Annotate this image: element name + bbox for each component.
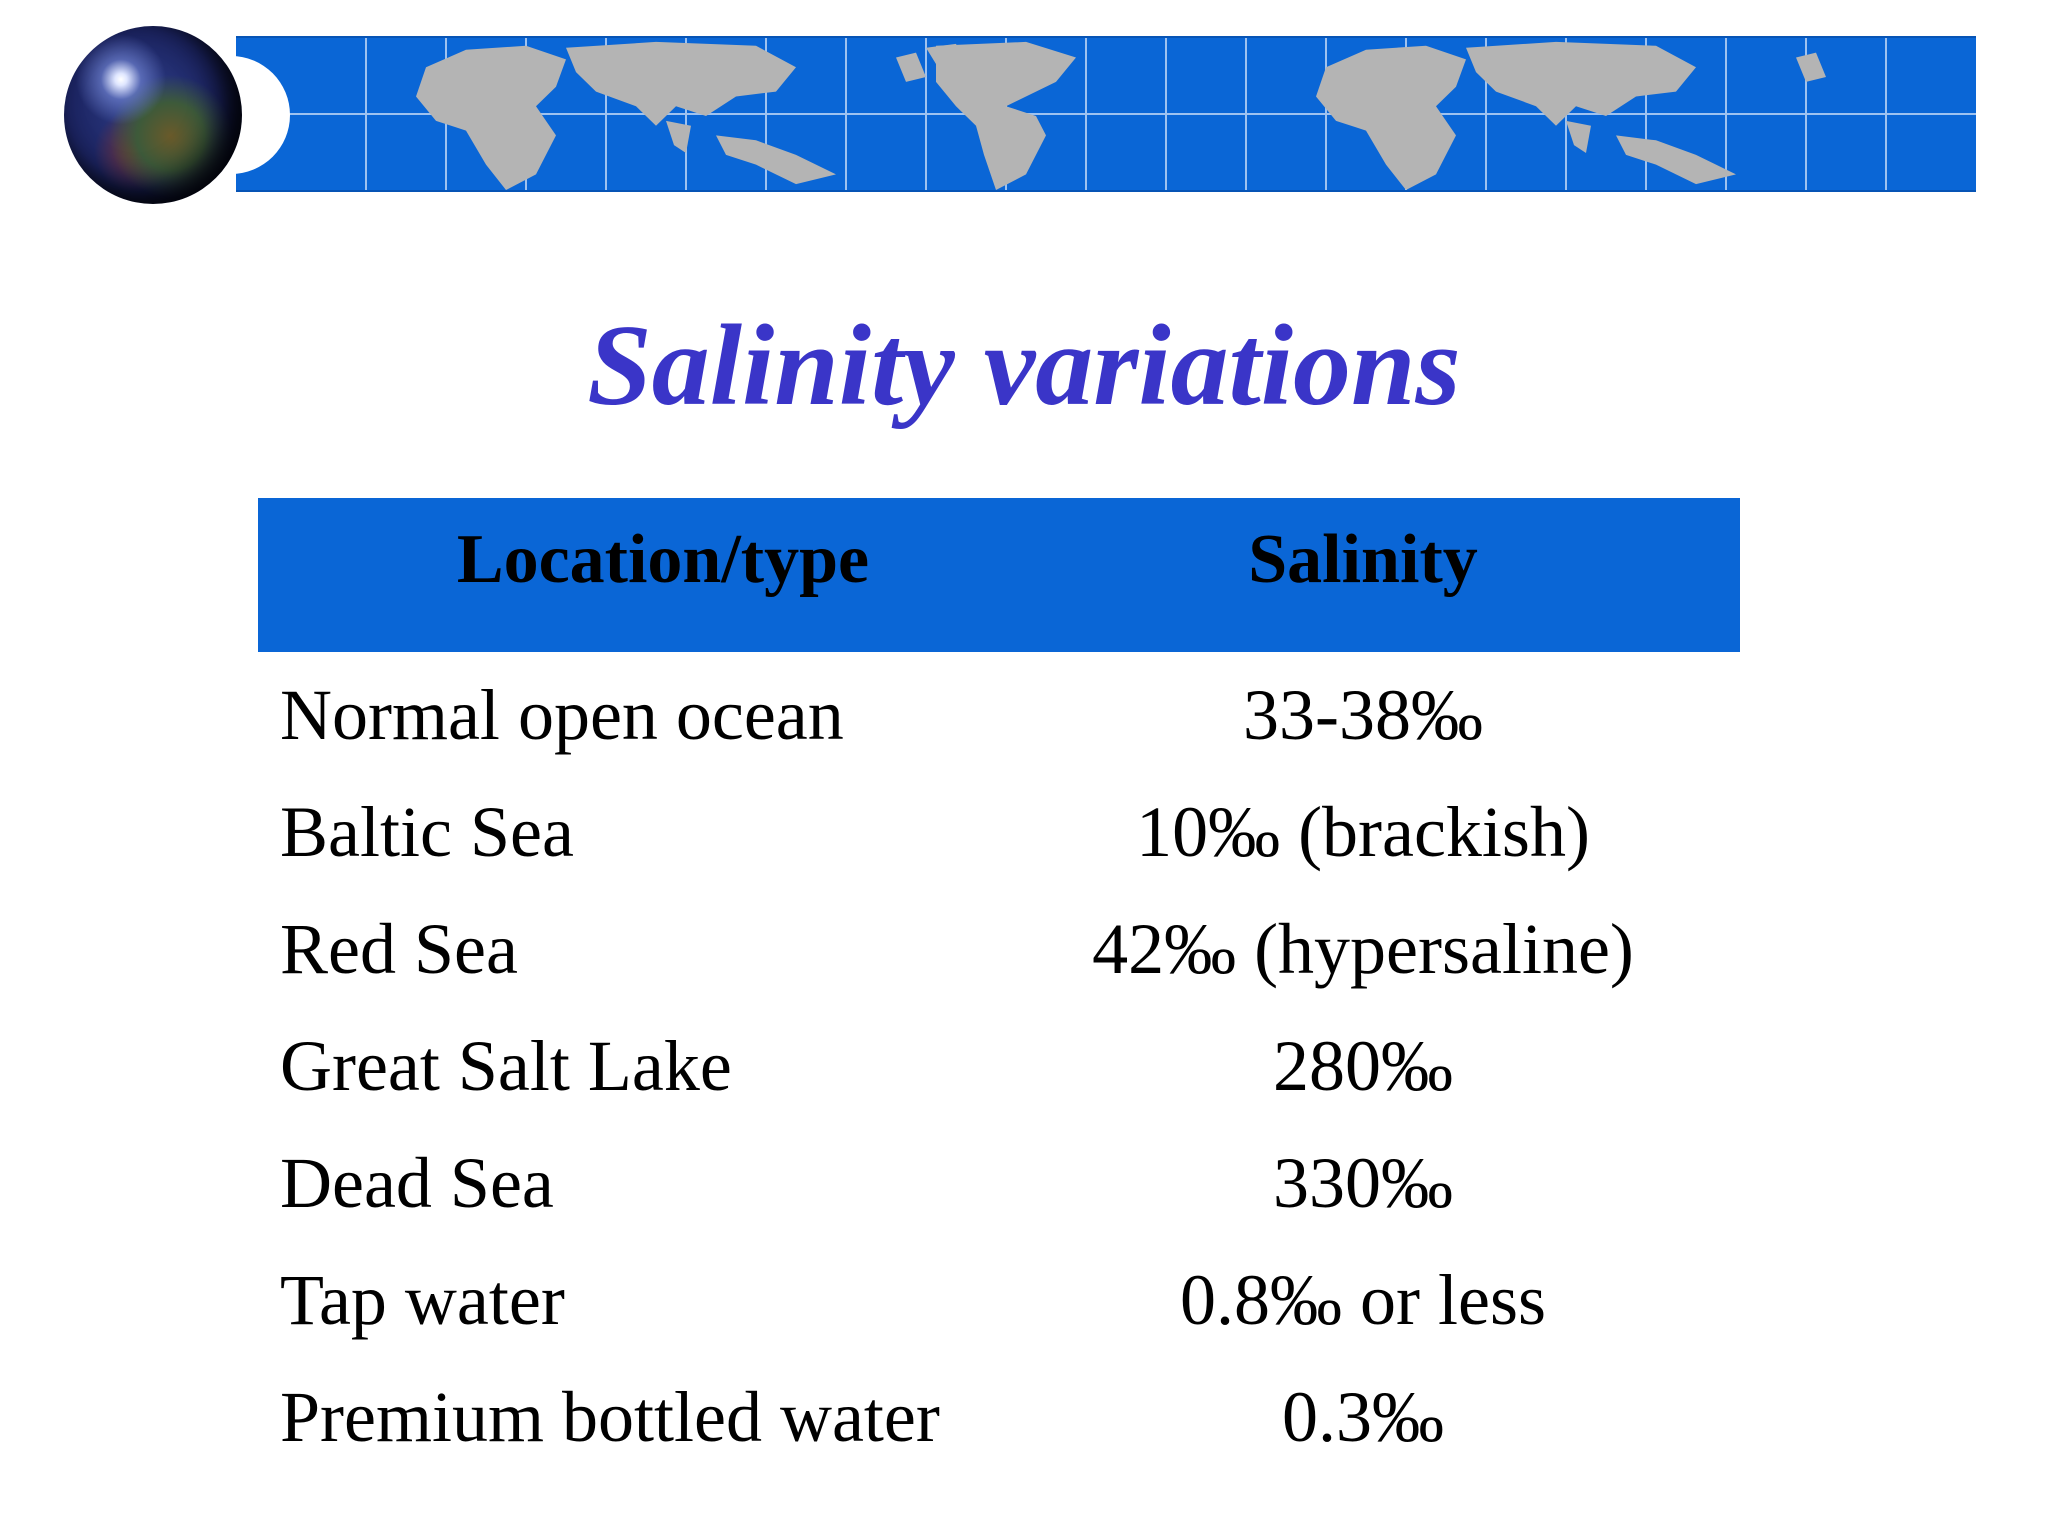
cell-salinity: 33-38‰ xyxy=(1243,675,1483,755)
cell-location: Normal open ocean xyxy=(280,675,844,755)
cell-salinity: 42‰ (hypersaline) xyxy=(1092,909,1634,989)
table-row: Great Salt Lake 280‰ xyxy=(258,1009,1740,1126)
salinity-table: Location/type Salinity Normal open ocean… xyxy=(258,498,1740,1477)
cell-location: Premium bottled water xyxy=(280,1377,940,1457)
table-row: Baltic Sea 10‰ (brackish) xyxy=(258,775,1740,892)
table-row: Dead Sea 330‰ xyxy=(258,1126,1740,1243)
slide-title: Salinity variations xyxy=(587,302,1461,430)
table-row: Premium bottled water 0.3‰ xyxy=(258,1360,1740,1477)
globe-icon xyxy=(64,26,242,204)
cell-salinity: 280‰ xyxy=(1273,1026,1453,1106)
cell-salinity: 10‰ (brackish) xyxy=(1136,792,1590,872)
header-salinity: Salinity xyxy=(1248,521,1478,598)
table-row: Normal open ocean 33-38‰ xyxy=(258,658,1740,775)
cell-location: Dead Sea xyxy=(280,1143,554,1223)
table-row: Red Sea 42‰ (hypersaline) xyxy=(258,892,1740,1009)
cell-location: Great Salt Lake xyxy=(280,1026,732,1106)
header-location: Location/type xyxy=(456,521,870,598)
cell-location: Baltic Sea xyxy=(280,792,574,872)
cell-salinity: 330‰ xyxy=(1273,1143,1453,1223)
cell-salinity: 0.8‰ or less xyxy=(1180,1260,1546,1340)
table-body: Normal open ocean 33-38‰ Baltic Sea 10‰ … xyxy=(258,658,1740,1477)
world-map-banner xyxy=(236,36,1976,192)
table-row: Tap water 0.8‰ or less xyxy=(258,1243,1740,1360)
table-header: Location/type Salinity xyxy=(258,498,1740,652)
cell-location: Tap water xyxy=(280,1260,565,1340)
world-map-graphic xyxy=(236,38,1976,190)
cell-salinity: 0.3‰ xyxy=(1282,1377,1444,1457)
cell-location: Red Sea xyxy=(280,909,518,989)
